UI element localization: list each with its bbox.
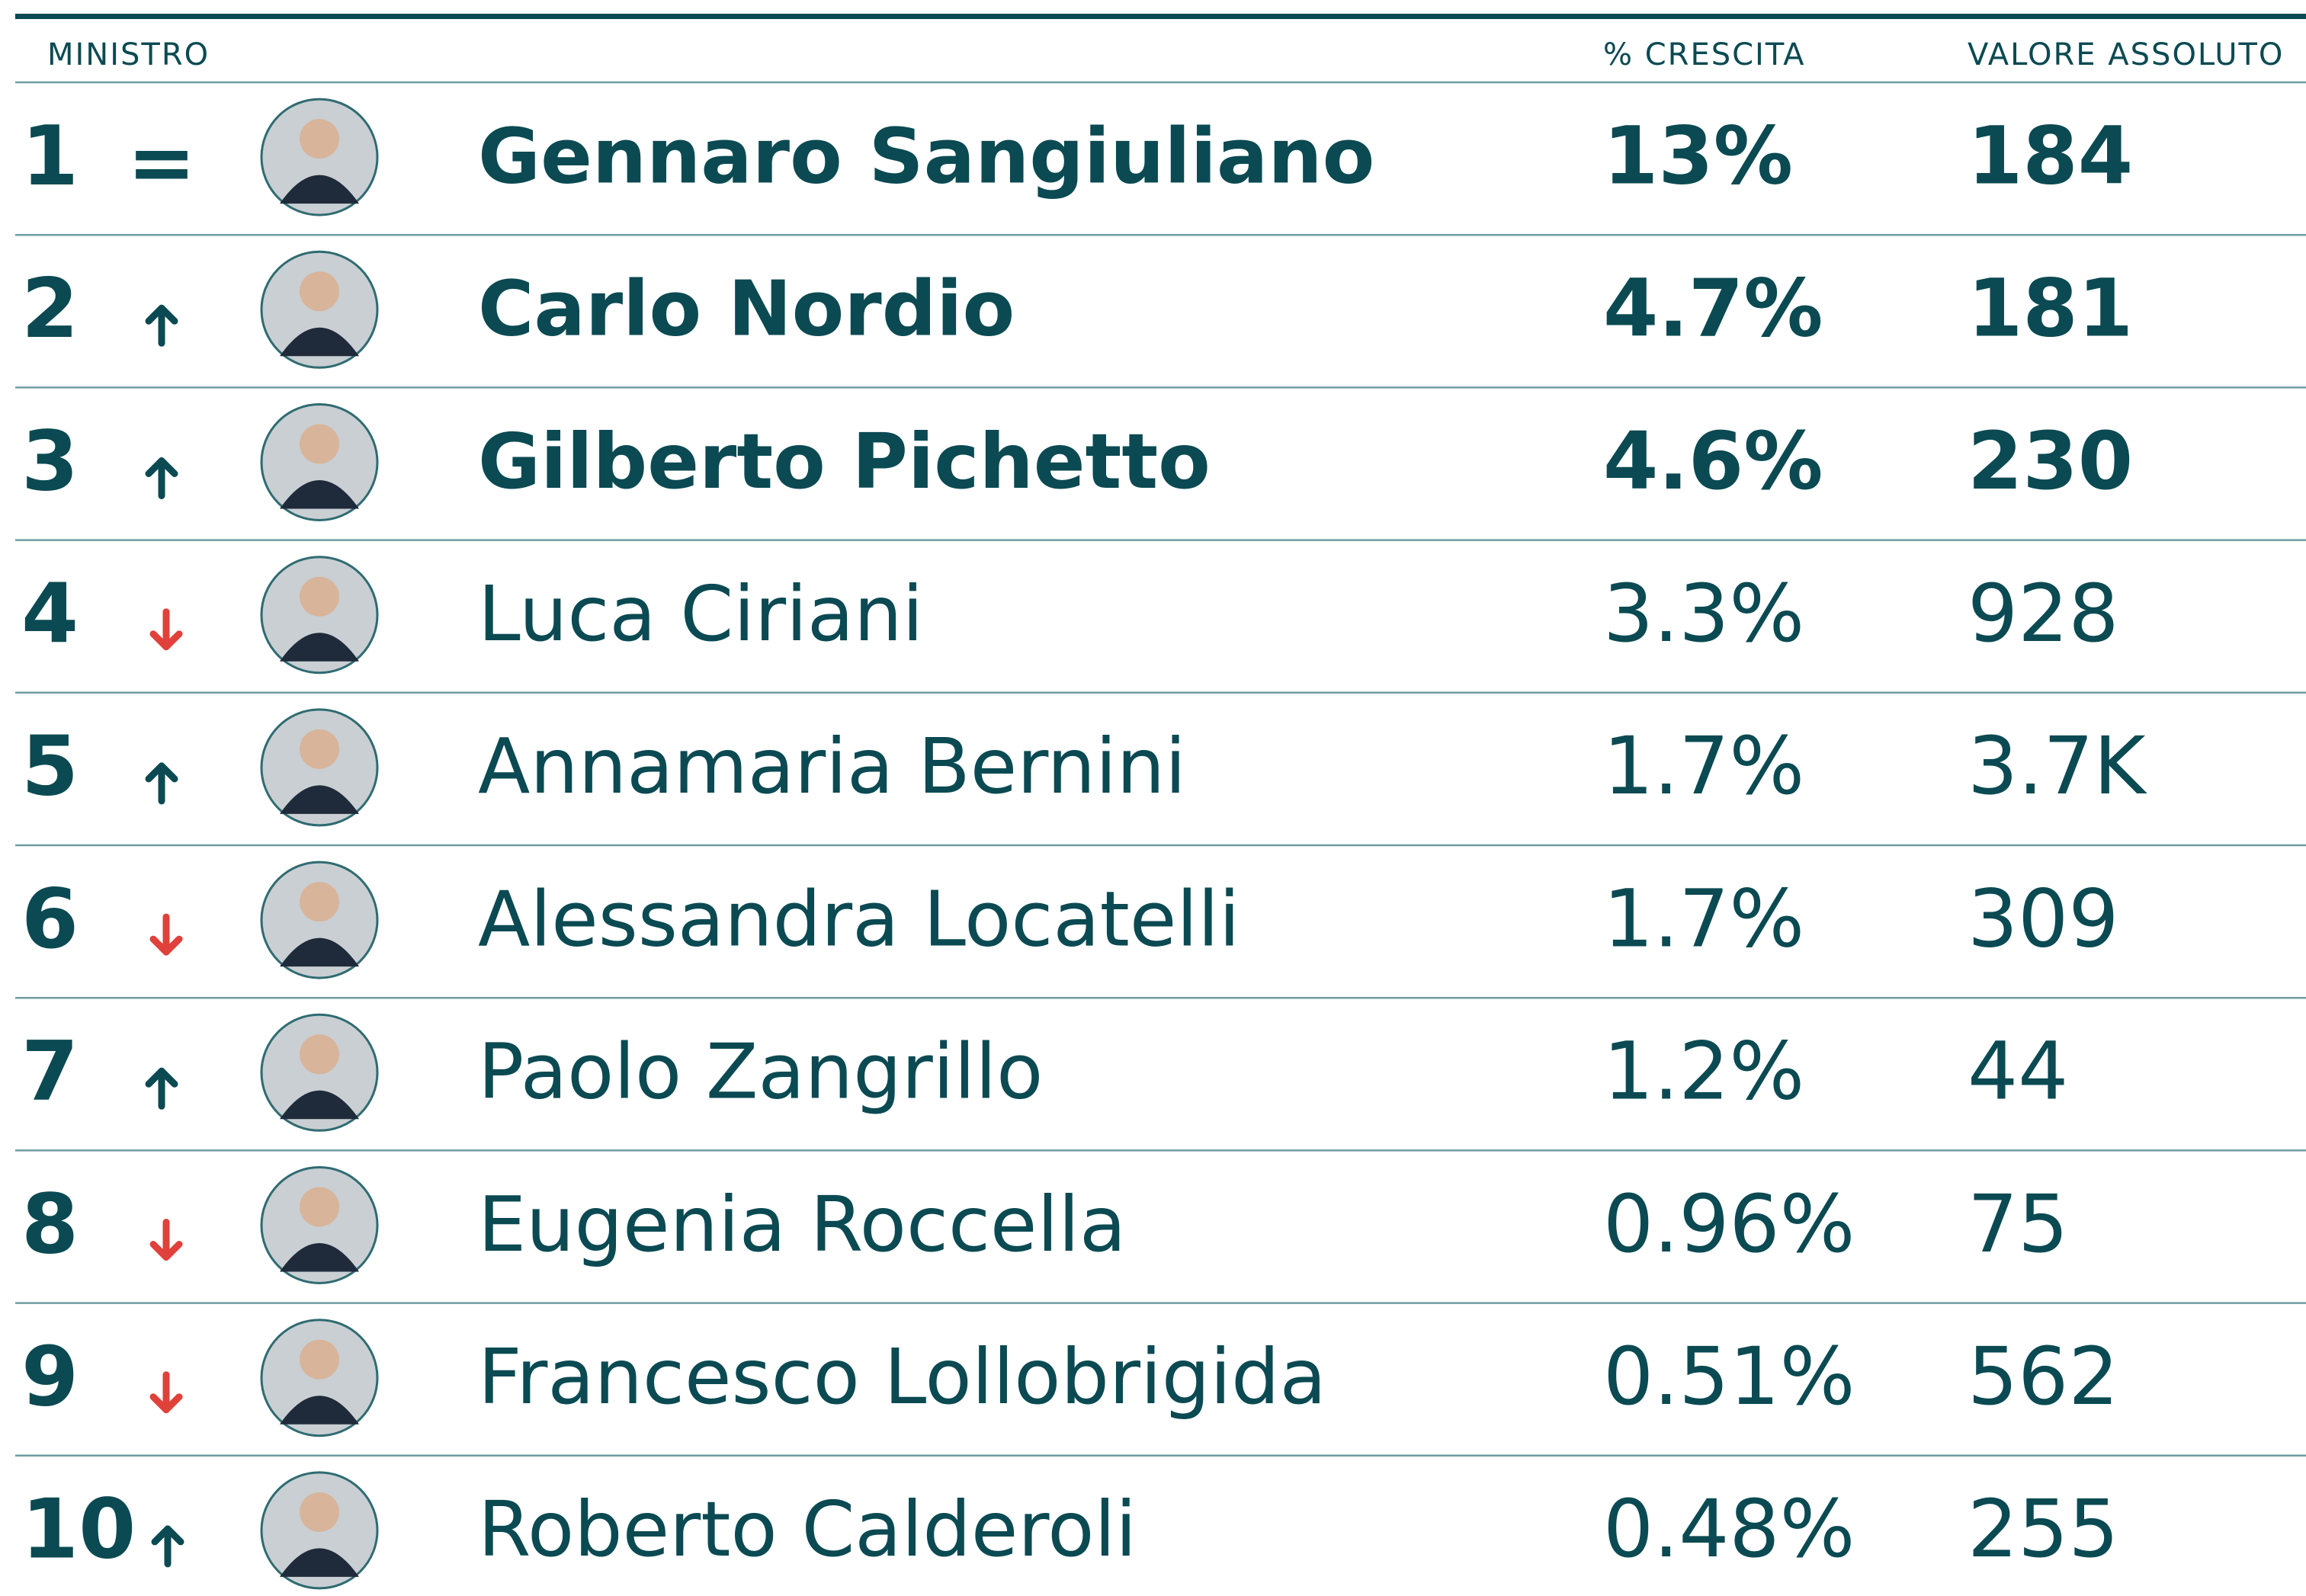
avatar-body bbox=[280, 1396, 359, 1425]
avatar-head bbox=[300, 1034, 339, 1075]
arrow-up bbox=[145, 457, 178, 499]
arrow-up bbox=[145, 1067, 178, 1110]
minister-name: Luca Ciriani bbox=[478, 569, 923, 659]
avatar-head bbox=[300, 424, 339, 464]
minister-name: Carlo Nordio bbox=[478, 264, 1015, 354]
avatar bbox=[260, 1319, 379, 1437]
growth: 3.3% bbox=[1603, 567, 1804, 660]
arrow-head bbox=[145, 1067, 178, 1088]
arrow-head bbox=[149, 1393, 183, 1414]
rank: 5 bbox=[21, 719, 79, 815]
avatar-body bbox=[280, 633, 359, 662]
top-rule bbox=[15, 14, 2306, 19]
growth: 4.6% bbox=[1603, 415, 1823, 508]
avatar-body bbox=[280, 1548, 359, 1577]
rank: 1 bbox=[21, 109, 79, 204]
absolute-value: 255 bbox=[1968, 1482, 2119, 1575]
minister-name: Gilberto Pichetto bbox=[478, 417, 1211, 506]
absolute-value: 230 bbox=[1968, 415, 2133, 508]
absolute-value: 309 bbox=[1968, 872, 2119, 965]
avatar-body bbox=[280, 175, 359, 204]
growth: 13% bbox=[1603, 109, 1793, 202]
avatar bbox=[260, 1013, 379, 1132]
header-growth: % CRESCITA bbox=[1603, 37, 1806, 72]
arrow-down bbox=[149, 1219, 183, 1261]
avatar-head bbox=[300, 1492, 339, 1532]
arrow-head bbox=[145, 304, 178, 325]
absolute-value: 44 bbox=[1968, 1025, 2068, 1118]
growth: 0.51% bbox=[1603, 1330, 1855, 1423]
arrow-up bbox=[151, 1525, 184, 1568]
absolute-value: 181 bbox=[1968, 262, 2133, 355]
avatar bbox=[260, 250, 379, 369]
growth: 1.7% bbox=[1603, 872, 1804, 965]
absolute-value: 75 bbox=[1968, 1178, 2068, 1271]
growth: 0.48% bbox=[1603, 1482, 1855, 1575]
avatar bbox=[260, 1471, 379, 1590]
avatar-head bbox=[300, 882, 339, 922]
arrow-up bbox=[145, 762, 178, 805]
absolute-value: 928 bbox=[1968, 567, 2119, 660]
arrow-head bbox=[145, 457, 178, 477]
arrow-up bbox=[145, 304, 178, 347]
arrow-head bbox=[149, 935, 183, 956]
rank: 3 bbox=[21, 414, 79, 509]
growth: 4.7% bbox=[1603, 262, 1823, 355]
avatar bbox=[260, 556, 379, 675]
trend: = bbox=[127, 115, 197, 210]
minister-name: Gennaro Sangiuliano bbox=[478, 111, 1374, 200]
arrow-down bbox=[149, 1371, 183, 1414]
avatar-head bbox=[300, 271, 339, 312]
rank: 10 bbox=[21, 1482, 136, 1578]
growth: 1.2% bbox=[1603, 1025, 1804, 1118]
minister-name: Alessandra Locatelli bbox=[478, 874, 1240, 963]
avatar-body bbox=[280, 327, 359, 357]
avatar-head bbox=[300, 729, 339, 769]
arrow-head bbox=[149, 1241, 183, 1261]
growth: 1.7% bbox=[1603, 719, 1804, 812]
arrow-head bbox=[151, 1525, 184, 1546]
absolute-value: 562 bbox=[1968, 1330, 2119, 1423]
rank: 8 bbox=[21, 1177, 79, 1272]
minister-name: Annamaria Bernini bbox=[478, 722, 1186, 811]
header-value: VALORE ASSOLUTO bbox=[1968, 37, 2284, 72]
arrow-head bbox=[145, 762, 178, 783]
arrow-down bbox=[149, 913, 183, 956]
minister-name: Eugenia Roccella bbox=[478, 1180, 1126, 1269]
avatar-head bbox=[300, 576, 339, 617]
minister-name: Roberto Calderoli bbox=[478, 1485, 1137, 1574]
header-minister: MINISTRO bbox=[47, 37, 210, 72]
minister-name: Francesco Lollobrigida bbox=[478, 1332, 1326, 1421]
absolute-value: 184 bbox=[1968, 109, 2133, 202]
minister-name: Paolo Zangrillo bbox=[478, 1027, 1043, 1117]
avatar-body bbox=[280, 1243, 359, 1272]
rank: 2 bbox=[21, 261, 79, 357]
avatar-body bbox=[280, 937, 359, 967]
absolute-value: 3.7K bbox=[1968, 719, 2147, 812]
avatar-body bbox=[280, 785, 359, 814]
rank: 6 bbox=[21, 872, 79, 967]
avatar bbox=[260, 708, 379, 827]
growth: 0.96% bbox=[1603, 1178, 1855, 1271]
avatar bbox=[260, 98, 379, 216]
avatar bbox=[260, 860, 379, 979]
avatar-head bbox=[300, 1339, 339, 1380]
avatar-body bbox=[280, 480, 359, 509]
rank: 4 bbox=[21, 566, 79, 662]
avatar-body bbox=[280, 1090, 359, 1120]
avatar bbox=[260, 403, 379, 521]
avatar-head bbox=[300, 119, 339, 159]
rank: 7 bbox=[21, 1024, 79, 1120]
rank: 9 bbox=[21, 1329, 79, 1425]
avatar bbox=[260, 1166, 379, 1284]
arrow-down bbox=[149, 608, 183, 651]
arrow-head bbox=[149, 630, 183, 651]
avatar-head bbox=[300, 1187, 339, 1227]
